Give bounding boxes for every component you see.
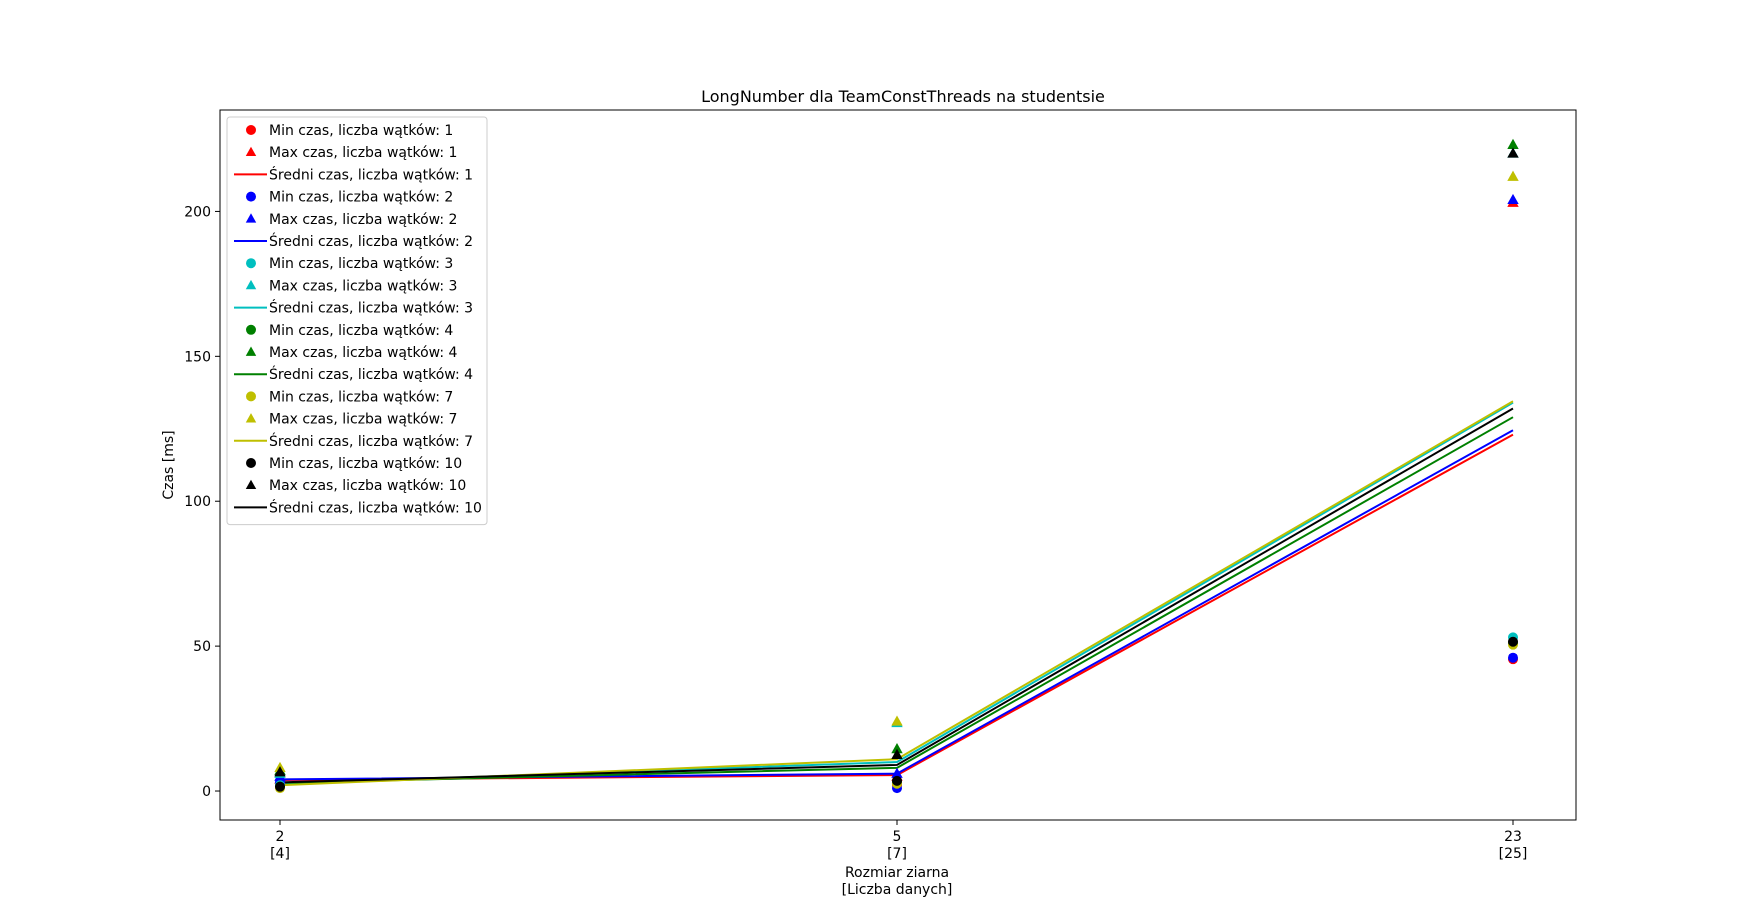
legend-label: Średni czas, liczba wątków: 1 (269, 165, 473, 183)
x-tick-label-sub: [4] (270, 846, 290, 862)
legend-label: Średni czas, liczba wątków: 10 (269, 498, 482, 516)
legend-label: Min czas, liczba wątków: 10 (269, 456, 462, 472)
y-tick-label: 150 (184, 349, 211, 365)
x-tick-label-sub: [25] (1499, 846, 1528, 862)
legend-marker-min (246, 458, 256, 468)
max-point-threads-2 (1507, 193, 1519, 205)
y-tick-label: 200 (184, 204, 211, 220)
legend-marker-max (245, 479, 257, 490)
y-axis: 0 50 100 150 200 (184, 204, 220, 800)
avg-line-threads-10 (279, 407, 1514, 784)
min-point-threads-10 (892, 775, 902, 786)
max-point-threads-2 (891, 767, 903, 778)
legend-label: Min czas, liczba wątków: 7 (269, 389, 453, 405)
legend-label: Max czas, liczba wątków: 2 (269, 212, 457, 228)
min-point-threads-2 (1508, 652, 1518, 663)
max-point-threads-4 (891, 743, 903, 754)
legend-label: Średni czas, liczba wątków: 7 (269, 432, 473, 450)
min-point-threads-10 (1508, 636, 1518, 647)
legend-label: Min czas, liczba wątków: 4 (269, 323, 453, 339)
legend-label: Min czas, liczba wątków: 2 (269, 190, 453, 206)
legend-label: Max czas, liczba wątków: 4 (269, 345, 457, 361)
legend-marker-min (246, 324, 256, 335)
max-point-threads-4 (1507, 138, 1519, 149)
legend-label: Min czas, liczba wątków: 1 (269, 123, 453, 139)
legend-label: Max czas, liczba wątków: 10 (269, 478, 466, 494)
x-tick-label: 2 (276, 829, 285, 845)
legend-box (226, 116, 488, 526)
x-axis: 2[4] 5[7] 23[25] (270, 820, 1527, 862)
legend-marker-max (245, 213, 257, 223)
legend-label: Max czas, liczba wątków: 1 (269, 145, 457, 161)
max-point-threads-10 (891, 748, 903, 759)
legend-marker-max (245, 146, 257, 157)
x-tick-label: 23 (1504, 829, 1522, 845)
legend-label: Średni czas, liczba wątków: 4 (269, 365, 473, 383)
y-axis-label: Czas [ms] (161, 430, 177, 499)
legend: Min czas, liczba wątków: 1 Max czas, licz… (226, 116, 488, 526)
legend-marker-min (246, 391, 256, 402)
legend-label: Max czas, liczba wątków: 7 (269, 412, 457, 428)
y-tick-label: 50 (193, 639, 211, 655)
max-point-threads-7 (891, 715, 903, 726)
max-point-threads-7 (1507, 170, 1519, 181)
chart-title: LongNumber dla TeamConstThreads na stude… (701, 87, 1105, 106)
legend-label: Średni czas, liczba wątków: 3 (269, 299, 473, 317)
legend-marker-min (246, 258, 256, 269)
legend-marker-max (245, 413, 257, 423)
x-tick-label-sub: [7] (887, 846, 907, 862)
x-tick-label: 5 (893, 829, 902, 845)
legend-marker-min (246, 191, 256, 202)
x-axis-label-sub: [Liczba danych] (842, 882, 953, 898)
max-point-threads-10 (1507, 147, 1519, 158)
legend-label: Średni czas, liczba wątków: 2 (269, 232, 473, 250)
y-tick-label: 100 (184, 494, 211, 510)
legend-marker-min (246, 125, 256, 135)
x-axis-label: Rozmiar ziarna (845, 865, 949, 881)
legend-marker-max (245, 346, 257, 356)
legend-marker-max (245, 279, 257, 290)
min-point-threads-10 (275, 781, 285, 792)
axes (219, 109, 1577, 821)
legend-label: Min czas, liczba wątków: 3 (269, 256, 453, 272)
y-tick-label: 0 (202, 784, 211, 800)
max-point-threads-10 (274, 766, 286, 777)
legend-label: Max czas, liczba wątków: 3 (269, 278, 457, 294)
plot-frame (219, 109, 1577, 821)
series-markers (274, 138, 1519, 794)
